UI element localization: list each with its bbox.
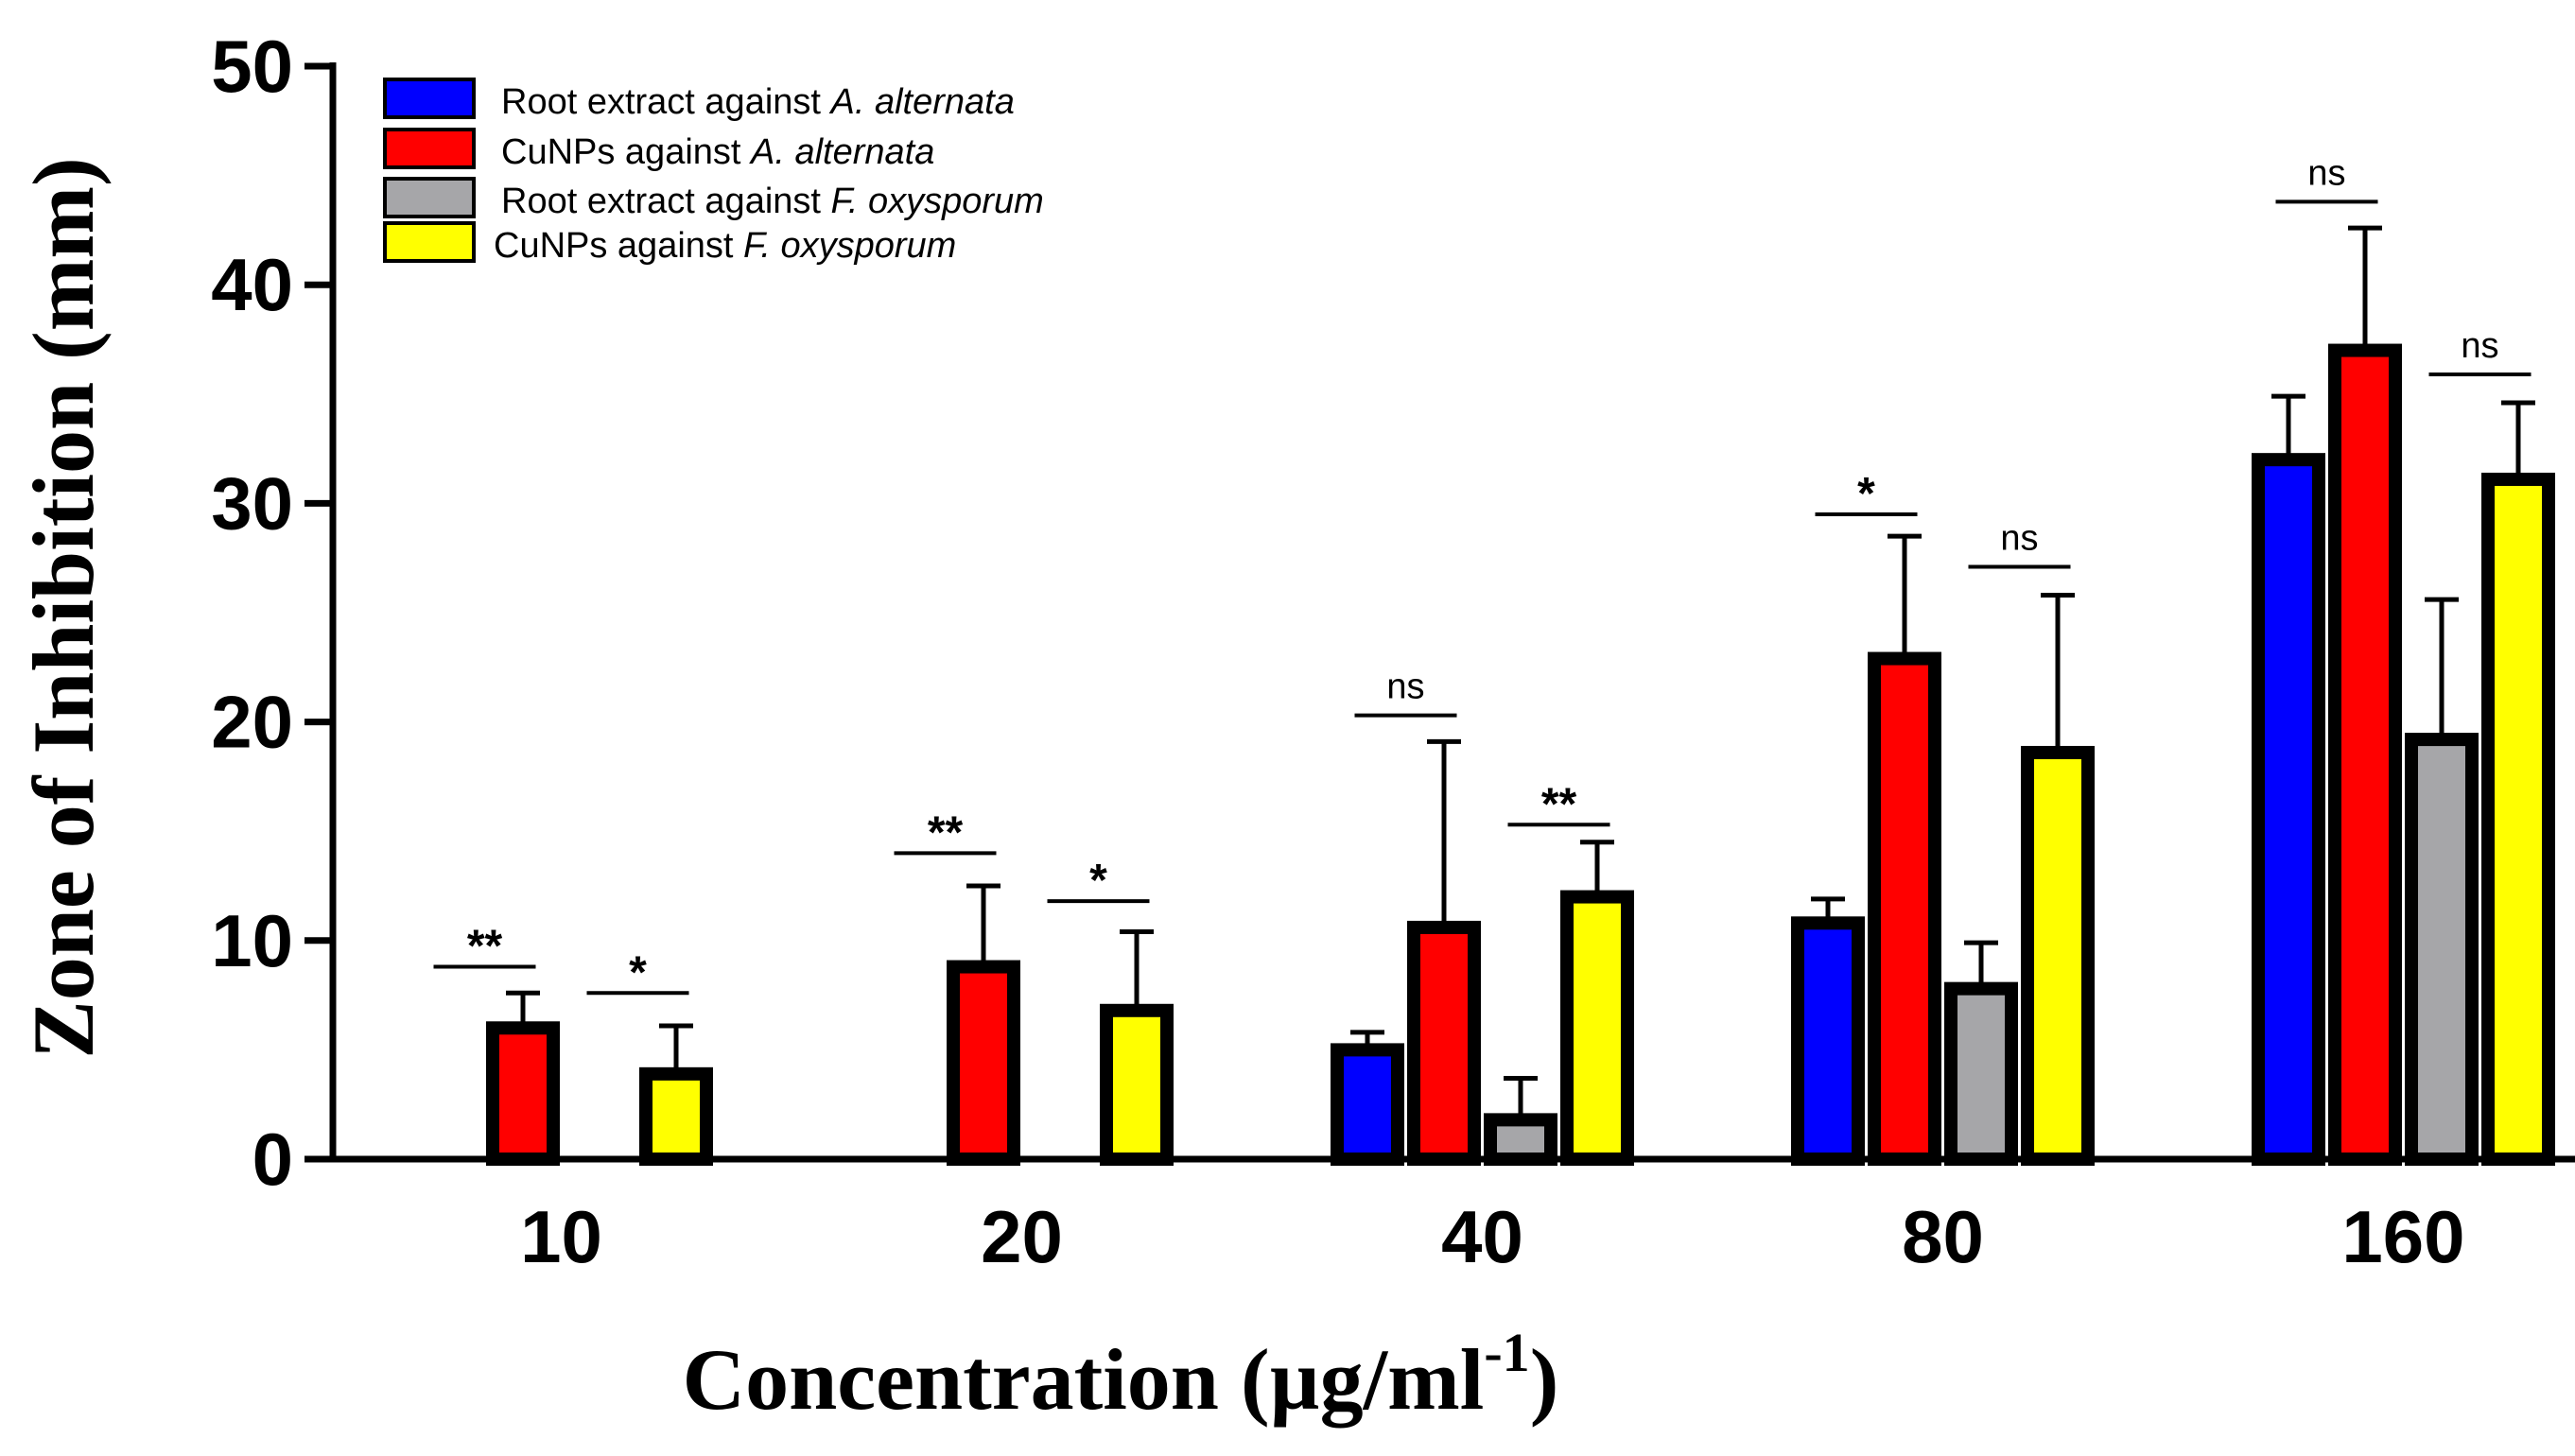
y-tick-label: 50 [211,25,293,108]
bar [1407,920,1481,1166]
y-tick-label: 40 [211,243,293,326]
y-tick-label: 30 [211,461,293,545]
bar [1560,890,1634,1166]
y-tick-label: 0 [252,1118,293,1201]
legend-label: CuNPs against A. alternata [501,132,934,172]
y-axis-ticks: 0 10 20 30 40 50 [211,25,333,1201]
legend-label: Root extract against A. alternata [501,82,1015,122]
legend-swatch [383,177,476,218]
significance-label: ns [2307,153,2345,193]
x-tick-label: 40 [1441,1195,1523,1278]
bar [1944,981,2018,1166]
bar [486,1021,560,1167]
significance-label: ns [2461,326,2498,366]
legend-swatch [383,128,476,169]
bar [639,1066,713,1167]
bar [1100,1003,1174,1167]
x-axis-ticks: 10 20 40 80 160 [520,1195,2464,1278]
bar [2328,343,2402,1166]
y-tick-label: 20 [211,681,293,764]
significance-label: ns [2000,518,2038,558]
x-tick-label: 160 [2341,1195,2464,1278]
bar [2481,472,2555,1166]
y-axis-title: Zone of Inhibition (mm) [15,157,112,1058]
significance-label: ** [1541,779,1577,829]
significance-label: ** [467,922,503,972]
x-tick-label: 10 [520,1195,602,1278]
bar [947,960,1020,1166]
legend-swatch [383,78,476,119]
bars [486,343,2555,1167]
bar [2405,733,2479,1166]
y-tick-label: 10 [211,899,293,982]
bar [1331,1043,1404,1167]
bar [1791,916,1865,1167]
x-tick-label: 20 [981,1195,1063,1278]
significance-label: * [1857,469,1875,519]
legend-label: CuNPs against F. oxysporum [494,226,956,266]
bar [1868,651,1941,1166]
significance-label: ** [928,807,964,858]
x-tick-label: 80 [1902,1195,1984,1278]
bar [1484,1113,1557,1167]
bar [2021,745,2095,1167]
axes [329,62,2575,1163]
legend: Root extract against A. alternata CuNPs a… [383,78,1044,266]
legend-label: Root extract against F. oxysporum [501,182,1044,221]
error-bars [506,225,2535,1120]
significance-label: * [1089,856,1107,906]
significance-label: ns [1386,667,1424,707]
significance-label: * [629,947,647,997]
x-axis-title: Concentration (µg/ml-1) [683,1322,1559,1428]
legend-swatch [383,221,476,263]
bar [2252,453,2325,1167]
